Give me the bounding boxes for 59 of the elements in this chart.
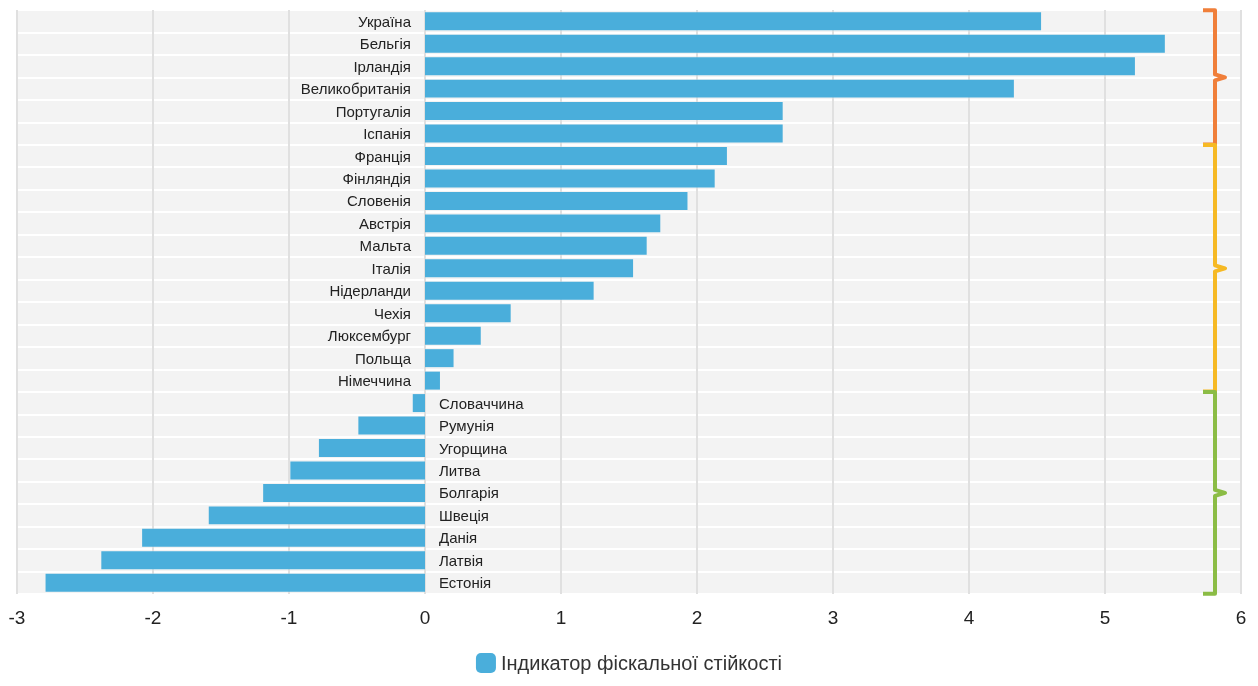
bar <box>425 349 454 368</box>
x-tick-label: 6 <box>1235 607 1247 628</box>
bar <box>290 461 425 480</box>
x-tick-label: 3 <box>827 607 839 628</box>
bar <box>425 124 783 143</box>
bar <box>318 439 425 457</box>
bar <box>45 573 425 592</box>
x-tick-label: 0 <box>419 607 431 628</box>
y-tick-label: Австрія <box>359 214 411 232</box>
y-tick-label: Бельгія <box>359 35 411 53</box>
y-tick-label: Фінляндія <box>342 169 411 187</box>
y-tick-label: Данія <box>439 529 478 547</box>
bar <box>142 528 425 547</box>
y-tick-label: Німеччина <box>338 372 412 390</box>
y-tick-label: Чехія <box>374 304 411 322</box>
y-tick-label: Румунія <box>439 417 495 435</box>
y-tick-label: Болгарія <box>439 484 499 502</box>
bar <box>208 506 425 525</box>
bar <box>425 147 727 165</box>
y-tick-label: Мальта <box>359 237 412 255</box>
bar <box>425 191 688 210</box>
x-tick-label: -1 <box>280 607 298 628</box>
bar <box>425 236 647 255</box>
bar <box>425 304 511 323</box>
y-tick-label: Словаччина <box>439 394 525 412</box>
y-tick-label: Іспанія <box>363 125 411 143</box>
y-tick-label: Португалія <box>335 102 411 120</box>
bar <box>425 169 715 188</box>
bar <box>425 102 783 121</box>
y-tick-label: Латвія <box>439 551 484 569</box>
bar <box>101 551 425 570</box>
y-tick-label: Угорщина <box>439 439 508 457</box>
y-tick-label: Франція <box>354 147 411 165</box>
y-tick-label: Ірландія <box>353 57 411 75</box>
y-tick-label: Словенія <box>347 192 411 210</box>
y-tick-label: Україна <box>358 12 412 30</box>
x-tick-label: 1 <box>555 607 567 628</box>
bar <box>263 483 425 502</box>
y-tick-label: Литва <box>439 461 481 479</box>
x-tick-label: 2 <box>691 607 703 628</box>
bar <box>425 214 661 233</box>
y-tick-label: Польща <box>354 349 412 367</box>
bar <box>358 416 425 435</box>
legend-label: Індикатор фіскальної стійкості <box>500 652 783 674</box>
x-tick-label: 4 <box>963 607 975 628</box>
bar <box>425 371 440 390</box>
x-tick-label: 5 <box>1099 607 1111 628</box>
bar <box>425 326 481 345</box>
y-tick-label: Нідерланди <box>329 282 411 300</box>
bar <box>412 394 425 413</box>
x-tick-label: -3 <box>8 607 26 628</box>
x-tick-label: -2 <box>144 607 162 628</box>
y-tick-label: Італія <box>371 259 411 277</box>
y-tick-label: Великобританія <box>300 80 411 98</box>
y-tick-label: Естонія <box>439 574 492 592</box>
bar <box>425 259 634 278</box>
bar <box>425 281 594 300</box>
y-tick-label: Швеція <box>439 506 489 524</box>
y-tick-label: Люксембург <box>327 327 412 345</box>
